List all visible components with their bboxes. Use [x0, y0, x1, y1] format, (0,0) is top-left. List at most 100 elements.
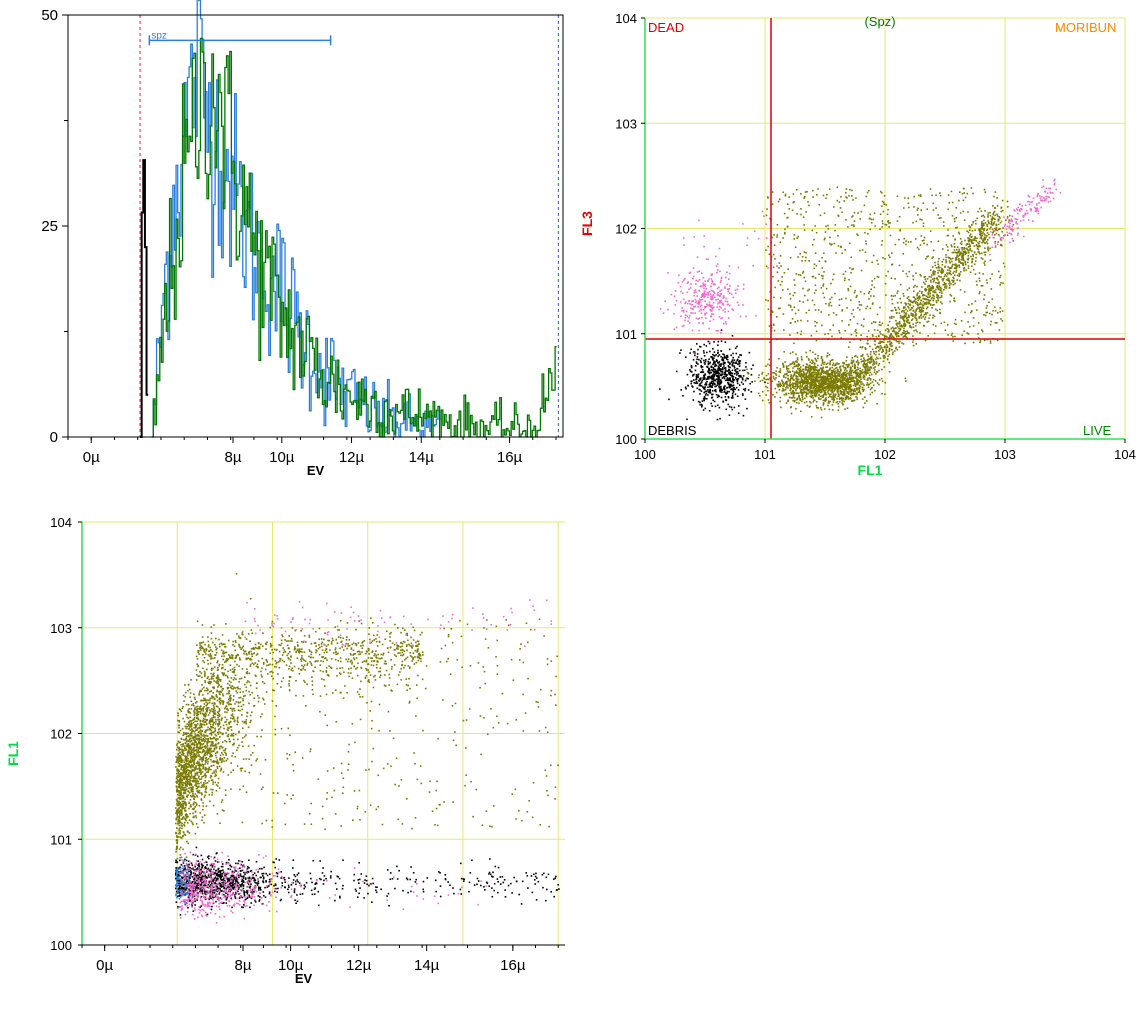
event-dot [884, 382, 886, 384]
event-dot [906, 321, 908, 323]
event-dot [952, 258, 954, 260]
event-dot [987, 225, 989, 227]
event-dot [987, 243, 989, 245]
event-dot [876, 260, 878, 262]
event-dot [812, 244, 814, 246]
event-dot [787, 268, 789, 270]
event-dot [779, 241, 781, 243]
event-dot [737, 359, 739, 361]
event-dot [949, 260, 951, 262]
event-dot [976, 244, 978, 246]
event-dot [954, 283, 956, 285]
event-dot [206, 687, 208, 689]
event-dot [854, 400, 856, 402]
event-dot [796, 387, 798, 389]
event-dot [954, 274, 956, 276]
event-dot [908, 271, 910, 273]
event-dot [1007, 218, 1009, 220]
event-dot [724, 308, 726, 310]
event-dot [921, 219, 923, 221]
event-dot [949, 281, 951, 283]
event-dot [728, 397, 730, 399]
event-dot [787, 384, 789, 386]
event-dot [802, 256, 804, 258]
event-dot [710, 403, 712, 405]
event-dot [712, 390, 714, 392]
event-dot [719, 364, 721, 366]
event-dot [680, 301, 682, 303]
event-dot [818, 377, 820, 379]
event-dot [811, 396, 813, 398]
event-dot [842, 384, 844, 386]
event-dot [1000, 282, 1002, 284]
event-dot [797, 236, 799, 238]
event-dot [815, 384, 817, 386]
event-dot [853, 380, 855, 382]
event-dot [865, 367, 867, 369]
event-dot [925, 278, 927, 280]
event-dot [821, 417, 823, 419]
event-dot [712, 377, 714, 379]
event-dot [181, 783, 183, 785]
event-dot [993, 223, 995, 225]
event-dot [795, 381, 797, 383]
event-dot [978, 293, 980, 295]
event-dot [715, 373, 717, 375]
event-dot [1045, 196, 1047, 198]
event-dot [861, 361, 863, 363]
event-dot [806, 363, 808, 365]
event-dot [1007, 216, 1009, 218]
event-dot [861, 211, 863, 213]
event-dot [704, 294, 706, 296]
event-dot [816, 388, 818, 390]
event-dot [708, 364, 710, 366]
event-dot [704, 306, 706, 308]
event-dot [871, 392, 873, 394]
event-dot [228, 723, 230, 725]
event-dot [866, 354, 868, 356]
event-dot [784, 272, 786, 274]
event-dot [695, 299, 697, 301]
event-dot [687, 320, 689, 322]
event-dot [870, 372, 872, 374]
event-dot [1003, 217, 1005, 219]
event-dot [762, 380, 764, 382]
event-dot [878, 342, 880, 344]
event-dot [971, 250, 973, 252]
event-dot [871, 222, 873, 224]
event-dot [919, 290, 921, 292]
event-dot [873, 367, 875, 369]
event-dot [801, 356, 803, 358]
event-dot [1035, 208, 1037, 210]
event-dot [725, 357, 727, 359]
event-dot [724, 311, 726, 313]
event-dot [879, 341, 881, 343]
event-dot [809, 350, 811, 352]
gate-title: (Spz) [864, 14, 895, 29]
event-dot [881, 369, 883, 371]
event-dot [706, 398, 708, 400]
event-dot [778, 201, 780, 203]
event-dot [898, 335, 900, 337]
event-dot [792, 209, 794, 211]
event-dot [860, 393, 862, 395]
event-dot [705, 283, 707, 285]
event-dot [786, 383, 788, 385]
event-dot [717, 269, 719, 271]
event-dot [832, 324, 834, 326]
event-dot [937, 286, 939, 288]
event-dot [724, 388, 726, 390]
event-dot [939, 309, 941, 311]
event-dot [956, 270, 958, 272]
event-dot [776, 234, 778, 236]
event-dot [839, 401, 841, 403]
event-dot [684, 303, 686, 305]
event-dot [979, 208, 981, 210]
event-dot [974, 263, 976, 265]
event-dot [1011, 215, 1013, 217]
event-dot [775, 370, 777, 372]
event-dot [1006, 228, 1008, 230]
event-dot [836, 200, 838, 202]
event-dot [821, 257, 823, 259]
event-dot [910, 309, 912, 311]
